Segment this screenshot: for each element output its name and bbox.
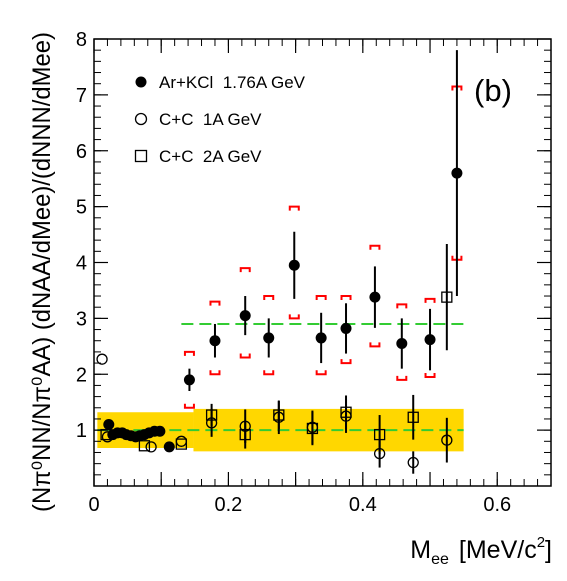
legend: Ar+KCl 1.76A GeV C+C 1A GeV C+C 2A GeV [134, 73, 306, 166]
data-point [239, 310, 251, 322]
data-point [145, 441, 157, 453]
x-axis-title: Mee [MeV/c2] [410, 534, 552, 568]
y-tick-label: 8 [76, 29, 87, 51]
panel-label: (b) [474, 73, 512, 108]
data-point [175, 435, 188, 447]
systematic-bracket-lower [239, 353, 251, 359]
legend-marker-open-circle [134, 112, 148, 126]
systematic-bracket-lower [263, 370, 275, 376]
data-point [373, 447, 386, 460]
legend-marker-open-square [134, 149, 148, 163]
data-point [205, 409, 218, 421]
data-point [451, 167, 463, 179]
y-tick-label: 5 [76, 197, 87, 219]
systematic-bracket-upper [288, 205, 300, 211]
data-point [424, 334, 436, 346]
data-point [209, 335, 221, 347]
data-point [407, 456, 419, 469]
y-tick-label: 1 [76, 420, 87, 442]
systematic-bracket-lower [424, 373, 436, 379]
systematic-bracket-lower [340, 359, 352, 365]
data-point [340, 406, 352, 418]
data-point [373, 428, 386, 441]
data-point [101, 431, 114, 443]
systematic-bracket-upper [369, 244, 381, 250]
y-tick-label: 7 [76, 85, 87, 107]
data-point [407, 411, 419, 423]
axis-ticks: 0 0.2 0.4 0.6 1 2 3 4 5 6 7 8 [76, 29, 552, 516]
x-tick-label: 0.2 [215, 494, 243, 516]
systematic-bracket-lower [369, 342, 381, 348]
data-point [441, 291, 453, 303]
systematic-bracket-lower [209, 370, 221, 376]
y-axis-title: (Nπ⁰NN/Nπ⁰AA) (dNAA/dMee)/(dNNN/dMee) [28, 32, 56, 512]
data-point [163, 441, 175, 453]
data-point [103, 419, 115, 431]
data-point [183, 374, 195, 386]
data-point [154, 425, 166, 437]
y-tick-label: 4 [76, 253, 87, 275]
data-point [273, 411, 285, 423]
systematic-bracket-lower [396, 375, 408, 381]
systematic-bracket-upper [239, 267, 251, 273]
data-point [239, 420, 251, 432]
legend-label: C+C 2A GeV [159, 147, 262, 166]
data-point [205, 417, 218, 429]
systematic-bracket-lower [183, 403, 195, 409]
systematic-bracket-upper [183, 350, 195, 356]
data-point [396, 338, 408, 350]
systematic-bracket-upper [315, 295, 327, 301]
systematic-bracket-upper [424, 297, 436, 303]
x-tick-label: 0 [88, 494, 99, 516]
y-tick-label: 3 [76, 308, 87, 330]
x-tick-label: 0.4 [349, 494, 377, 516]
data-point [96, 353, 108, 365]
data-point [175, 438, 188, 450]
data-point [288, 259, 300, 271]
legend-marker-filled-circle [135, 76, 147, 88]
data-points [96, 167, 463, 469]
data-point [138, 440, 151, 452]
legend-label: Ar+KCl 1.76A GeV [159, 73, 306, 92]
systematic-bracket-upper [340, 295, 352, 301]
systematic-bracket-lower [288, 314, 300, 320]
y-tick-label: 2 [76, 364, 87, 386]
data-point [369, 291, 381, 303]
data-point [273, 409, 285, 421]
data-point [263, 332, 275, 344]
data-point [306, 422, 319, 435]
y-tick-label: 6 [76, 141, 87, 163]
data-point [315, 332, 327, 344]
systematic-bracket-lower [315, 370, 327, 376]
data-point [441, 434, 453, 446]
data-point [340, 322, 352, 334]
systematic-bracket-upper [396, 303, 408, 309]
x-tick-label: 0.6 [483, 494, 511, 516]
systematic-brackets [183, 85, 463, 409]
data-point [239, 428, 251, 441]
data-point [340, 410, 352, 422]
systematic-bracket-upper [263, 295, 275, 301]
systematic-bracket-upper [209, 300, 221, 306]
legend-label: C+C 1A GeV [159, 110, 262, 129]
